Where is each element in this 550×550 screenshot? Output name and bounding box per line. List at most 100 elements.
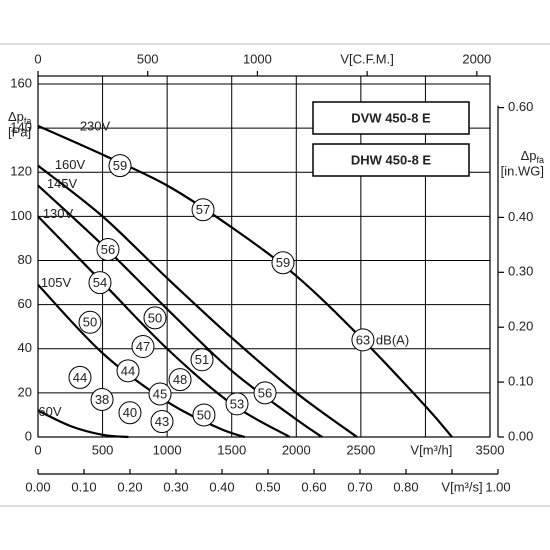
db-label: 53 xyxy=(230,396,244,411)
db-label: 50 xyxy=(197,407,211,422)
x3-tick-label: 0.50 xyxy=(255,479,280,494)
x-tick-label: 3500 xyxy=(476,442,505,457)
x2-tick-label: 1000 xyxy=(243,51,272,66)
db-label: 56 xyxy=(101,242,115,257)
db-marker xyxy=(190,348,214,372)
db-marker xyxy=(131,335,155,359)
x-tick-label: 2500 xyxy=(346,442,375,457)
y-tick-label: 40 xyxy=(18,340,32,355)
db-marker xyxy=(78,310,102,334)
y-tick-label: 20 xyxy=(18,384,32,399)
axis-label: Δpfa xyxy=(8,109,31,126)
y-tick-label: 0 xyxy=(25,428,32,443)
y2-tick-label: 0.20 xyxy=(508,319,533,334)
x3-tick-label: 0.10 xyxy=(71,479,96,494)
db-label: 44 xyxy=(73,370,87,385)
db-label: 44 xyxy=(121,363,135,378)
y2-tick-label: 0.30 xyxy=(508,264,533,279)
fan-curve xyxy=(37,184,323,438)
axis-label-sub: fa xyxy=(536,155,544,165)
x2-tick-label: V[C.F.M.] xyxy=(340,51,393,66)
db-label: 56 xyxy=(258,385,272,400)
db-label: 47 xyxy=(136,339,150,354)
x3-tick-label: 0.40 xyxy=(209,479,234,494)
y2-tick-label: 0.40 xyxy=(508,209,533,224)
x-tick-label: 500 xyxy=(92,442,114,457)
db-label: 50 xyxy=(148,310,162,325)
y-tick-label: 120 xyxy=(10,164,32,179)
db-label: 63 xyxy=(356,332,370,347)
model-label: DHW 450-8 E xyxy=(351,152,432,167)
fan-curve xyxy=(37,409,129,439)
db-label: 50 xyxy=(83,315,97,330)
db-marker xyxy=(351,328,375,352)
db-unit: dB(A) xyxy=(376,332,409,347)
model-box xyxy=(312,143,470,177)
y2-tick-label: 0.60 xyxy=(508,99,533,114)
model-box xyxy=(312,101,470,135)
db-label: 48 xyxy=(173,372,187,387)
x3-tick-label: 0.30 xyxy=(163,479,188,494)
axis-label-symbol: Δp xyxy=(521,148,537,163)
curve-label: 105V xyxy=(41,275,72,290)
db-marker xyxy=(88,271,112,295)
axis-unit: [in.WG] xyxy=(501,163,544,178)
x2-tick-label: 2000 xyxy=(462,51,491,66)
db-marker xyxy=(96,237,120,261)
db-marker xyxy=(108,154,132,178)
db-label: 45 xyxy=(153,386,167,401)
x-tick-label: V[m³/h] xyxy=(410,442,452,457)
db-marker xyxy=(225,392,249,416)
axis-label-symbol: Δp xyxy=(8,109,24,124)
x-tick-label: 2000 xyxy=(282,442,311,457)
curve-label: 230V xyxy=(80,118,111,133)
curve-label: 60V xyxy=(38,404,61,419)
y-tick-label: 80 xyxy=(18,252,32,267)
fan-curve xyxy=(37,164,358,438)
x-tick-label: 1500 xyxy=(217,442,246,457)
y-tick-label: 140 xyxy=(10,120,32,135)
axis-unit: [Pa] xyxy=(8,124,31,139)
db-marker xyxy=(271,251,295,275)
db-marker xyxy=(150,410,174,434)
db-marker xyxy=(148,382,172,406)
axis-label-sub: fa xyxy=(24,116,32,126)
x3-tick-label: 0.60 xyxy=(301,479,326,494)
db-label: 40 xyxy=(123,405,137,420)
x-tick-label: 1000 xyxy=(153,442,182,457)
db-marker xyxy=(68,365,92,389)
x2-tick-label: 500 xyxy=(137,51,159,66)
axis-label: Δpfa xyxy=(521,148,544,165)
db-marker xyxy=(143,306,167,330)
x3-tick-label: 1.00 xyxy=(485,479,510,494)
x3-tick-label: 0.20 xyxy=(117,479,142,494)
y-tick-label: 160 xyxy=(10,75,32,90)
y2-tick-label: 0.10 xyxy=(508,374,533,389)
y-tick-label: 60 xyxy=(18,296,32,311)
db-label: 43 xyxy=(155,414,169,429)
db-label: 57 xyxy=(196,202,210,217)
db-marker xyxy=(118,401,142,425)
x2-tick-label: 0 xyxy=(34,51,41,66)
y2-tick-label: 0.00 xyxy=(508,428,533,443)
curve-label: 145V xyxy=(47,176,78,191)
x3-tick-label: 0.80 xyxy=(393,479,418,494)
x3-tick-label: 0.00 xyxy=(25,479,50,494)
db-label: 59 xyxy=(276,255,290,270)
curve-label: 130V xyxy=(43,206,74,221)
db-label: 51 xyxy=(195,352,209,367)
curve-label: 160V xyxy=(55,157,86,172)
y-tick-label: 100 xyxy=(10,208,32,223)
db-label: 59 xyxy=(113,158,127,173)
model-label: DVW 450-8 E xyxy=(351,110,431,125)
fan-curve xyxy=(37,215,291,438)
db-label: 38 xyxy=(95,392,109,407)
db-marker xyxy=(192,403,216,427)
fan-curve xyxy=(37,124,453,438)
db-marker xyxy=(191,198,215,222)
db-marker xyxy=(253,381,277,405)
db-marker xyxy=(90,387,114,411)
db-marker xyxy=(168,368,192,392)
db-marker xyxy=(116,359,140,383)
